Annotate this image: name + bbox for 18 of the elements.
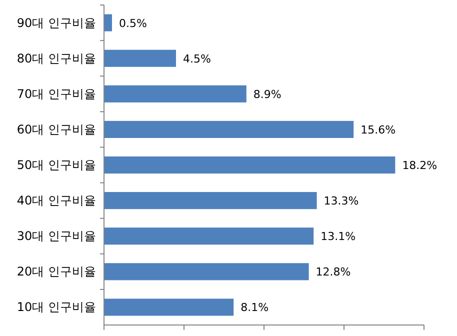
data-label: 15.6% [360, 123, 396, 136]
y-tick-label: 10대 인구비율 [16, 300, 96, 314]
data-label: 8.9% [253, 88, 282, 101]
y-tick-label: 30대 인구비율 [16, 229, 96, 244]
data-label: 8.1% [240, 301, 269, 314]
y-tick-label: 50대 인구비율 [16, 158, 96, 172]
data-label: 0.5% [119, 16, 147, 30]
y-tick-label: 80대 인구비율 [16, 51, 96, 66]
y-tick-label: 20대 인구비율 [16, 264, 96, 279]
data-label: 13.3% [324, 194, 359, 208]
data-label: 4.5% [183, 52, 211, 66]
y-tick-label: 40대 인구비율 [16, 194, 96, 208]
data-label: 12.8% [316, 266, 351, 279]
y-tick-label: 60대 인구비율 [16, 122, 96, 136]
data-label: 13.1% [320, 230, 356, 244]
y-tick-label: 90대 인구비율 [16, 16, 96, 30]
data-label: 18.2% [402, 159, 438, 172]
y-tick-label: 70대 인구비율 [16, 86, 96, 101]
